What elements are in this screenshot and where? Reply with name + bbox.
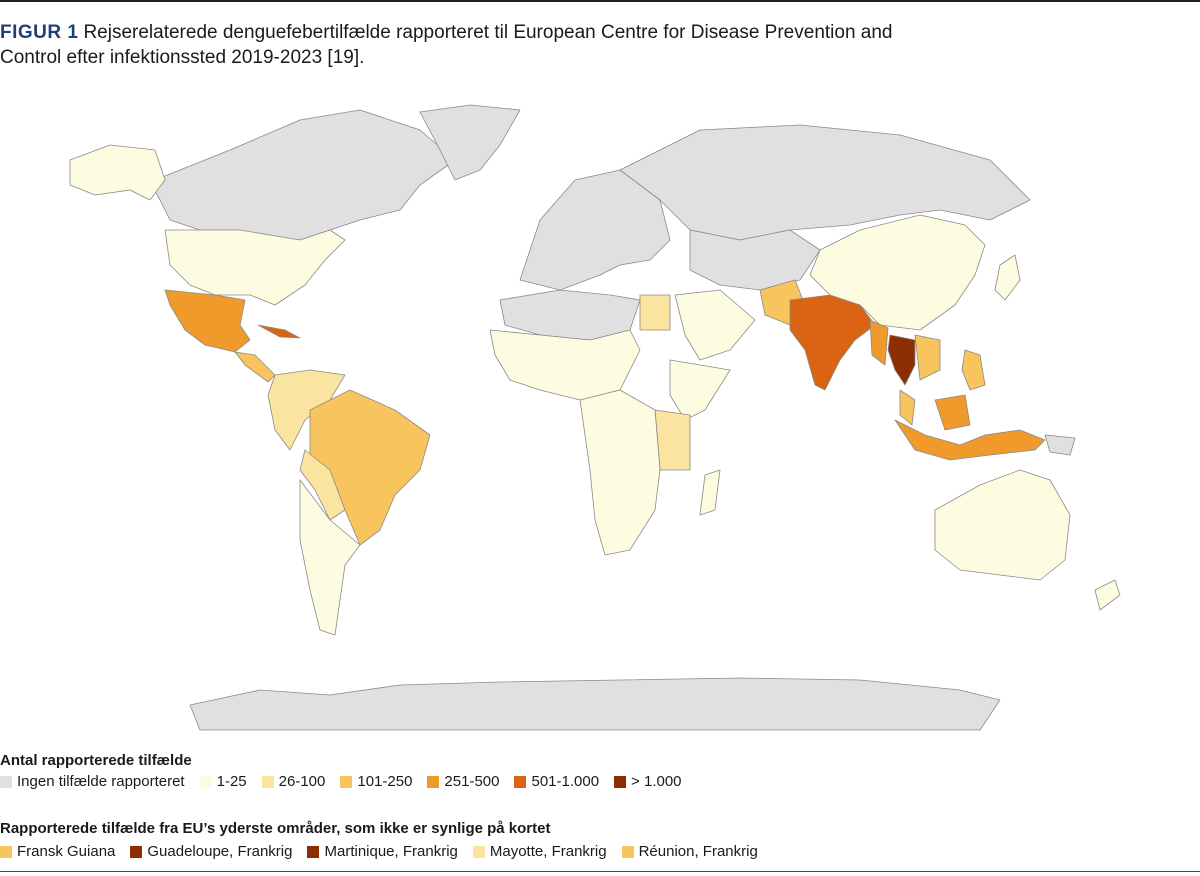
region-item: Mayotte, Frankrig — [472, 843, 607, 860]
region-alaska — [69, 144, 166, 201]
legend-row: Ingen tilfælde rapporteret 1-25 26-100 101-… — [0, 773, 697, 790]
top-rule — [0, 0, 1200, 2]
region-swatch — [0, 845, 12, 858]
legend-item: 1-25 — [199, 773, 247, 790]
region-india — [789, 294, 876, 391]
region-southern-cone — [299, 479, 361, 636]
region-label: Réunion, Frankrig — [638, 843, 758, 860]
legend-item: 501-1.000 — [514, 773, 599, 790]
legend-label: 101-250 — [357, 773, 413, 790]
legend-swatch — [261, 775, 274, 788]
region-horn-of-africa — [669, 359, 731, 421]
region-swatch — [130, 845, 143, 858]
region-myanmar — [869, 319, 889, 366]
legend-item: 251-500 — [427, 773, 499, 790]
region-canada — [149, 109, 456, 241]
region-central-america — [234, 351, 276, 383]
region-philippines — [961, 349, 986, 391]
legend-swatch — [427, 775, 440, 788]
region-madagascar — [699, 469, 721, 516]
region-borneo — [934, 394, 971, 431]
bottom-rule — [0, 871, 1200, 872]
region-china — [809, 214, 986, 331]
region-item: Guadeloupe, Frankrig — [130, 843, 292, 860]
region-png — [1044, 434, 1076, 456]
region-malaysia — [899, 389, 916, 426]
region-label: Mayotte, Frankrig — [489, 843, 607, 860]
legend-title: Antal rapporterede tilfælde — [0, 752, 192, 769]
region-label: Martinique, Frankrig — [324, 843, 458, 860]
legend-swatch — [614, 775, 627, 788]
figure-label: FIGUR 1 — [0, 22, 79, 43]
region-europe — [519, 169, 671, 291]
region-antarctica — [189, 677, 1001, 731]
figure-caption: FIGUR 1 Rejserelaterede denguefebertilfæl… — [0, 20, 900, 70]
figure-caption-text: Rejserelaterede denguefebertilfælde rapp… — [0, 22, 893, 68]
region-swatch — [472, 845, 485, 858]
region-japan — [994, 254, 1021, 301]
legend-swatch — [514, 775, 527, 788]
region-item: Martinique, Frankrig — [307, 843, 458, 860]
region-southern-africa — [579, 389, 661, 556]
legend-label: 251-500 — [444, 773, 500, 790]
region-west-africa — [489, 329, 641, 401]
region-cuba — [257, 324, 301, 339]
legend-item: 26-100 — [261, 773, 326, 790]
region-usa — [164, 229, 346, 306]
region-mexico — [164, 289, 251, 353]
region-thailand — [887, 334, 916, 386]
region-arabia — [674, 289, 756, 361]
regions-title: Rapporterede tilfælde fra EU’s yderste o… — [0, 820, 551, 837]
legend-swatch — [199, 775, 212, 788]
region-label: Guadeloupe, Frankrig — [147, 843, 293, 860]
world-map — [69, 104, 1121, 731]
region-indonesia — [894, 419, 1046, 461]
region-swatch — [307, 845, 320, 858]
region-label: Fransk Guiana — [17, 843, 116, 860]
legend-item: 101-250 — [340, 773, 412, 790]
region-east-africa — [654, 409, 691, 471]
region-item: Réunion, Frankrig — [621, 843, 758, 860]
legend-swatch — [340, 775, 353, 788]
region-northern-south-america — [267, 369, 346, 451]
region-new-zealand — [1094, 579, 1121, 611]
region-russia — [619, 124, 1031, 241]
region-australia — [934, 469, 1071, 581]
legend-label: Ingen tilfælde rapporteret — [17, 773, 185, 790]
regions-row: Fransk Guiana Guadeloupe, Frankrig Martini… — [0, 843, 773, 860]
region-item: Fransk Guiana — [0, 843, 115, 860]
legend-item: > 1.000 — [614, 773, 682, 790]
region-indochina — [914, 334, 941, 381]
region-central-asia — [689, 229, 821, 291]
region-swatch — [621, 845, 634, 858]
legend-item: Ingen tilfælde rapporteret — [0, 773, 185, 790]
region-egypt — [639, 294, 671, 331]
legend-label: 1-25 — [216, 773, 247, 790]
legend-label: 26-100 — [278, 773, 326, 790]
legend-label: > 1.000 — [631, 773, 682, 790]
legend-label: 501-1.000 — [531, 773, 600, 790]
region-greenland — [419, 104, 521, 181]
legend-swatch — [0, 775, 12, 788]
